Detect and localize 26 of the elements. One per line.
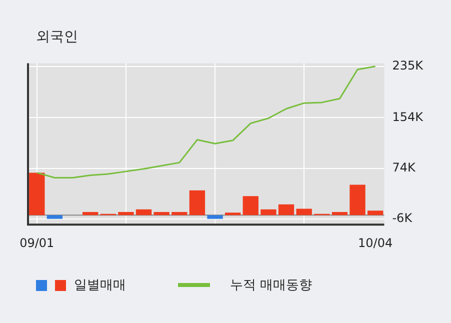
bar bbox=[82, 212, 98, 216]
bar bbox=[296, 208, 312, 216]
bar bbox=[224, 212, 241, 216]
y-tick-label: -6K bbox=[392, 211, 414, 226]
legend-label: 누적 매매동향 bbox=[230, 277, 312, 294]
chart-title: 외국인 bbox=[36, 28, 78, 46]
y-tick-label: 154K bbox=[392, 110, 424, 124]
bar bbox=[189, 190, 206, 216]
bar bbox=[207, 215, 223, 219]
bar bbox=[29, 172, 45, 216]
bar bbox=[350, 184, 366, 216]
bar bbox=[332, 212, 348, 216]
x-tick-label: 10/04 bbox=[358, 236, 393, 250]
y-tick-label: 235K bbox=[392, 58, 424, 72]
x-tick-label: 09/01 bbox=[20, 236, 54, 250]
bar bbox=[260, 209, 276, 216]
bar bbox=[242, 196, 258, 216]
bar bbox=[172, 212, 188, 216]
bar bbox=[154, 212, 170, 216]
y-tick-label: 74K bbox=[392, 160, 416, 174]
bar bbox=[278, 204, 294, 216]
bar bbox=[136, 209, 152, 216]
legend-label: 일별매매 bbox=[74, 277, 126, 294]
bar bbox=[118, 212, 134, 216]
bar bbox=[46, 215, 63, 219]
bar bbox=[367, 210, 384, 216]
